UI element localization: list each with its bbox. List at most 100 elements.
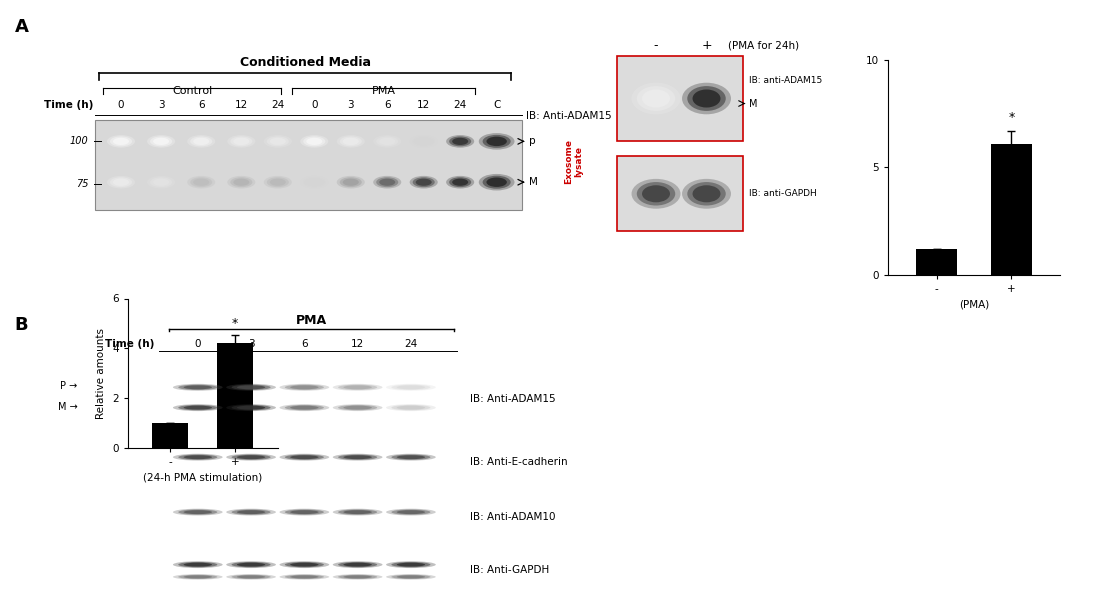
Ellipse shape (226, 404, 276, 411)
Text: Exosome
lysate: Exosome lysate (564, 139, 584, 184)
Ellipse shape (266, 136, 289, 146)
Ellipse shape (306, 179, 322, 186)
Ellipse shape (637, 182, 675, 205)
Ellipse shape (410, 135, 437, 147)
Ellipse shape (183, 456, 212, 459)
Ellipse shape (452, 138, 468, 145)
Ellipse shape (232, 562, 271, 567)
Ellipse shape (270, 138, 286, 145)
Ellipse shape (446, 135, 474, 147)
Ellipse shape (303, 177, 325, 187)
Ellipse shape (336, 176, 365, 189)
Y-axis label: Relative amounts: Relative amounts (97, 328, 107, 418)
Ellipse shape (396, 405, 425, 410)
Ellipse shape (339, 405, 377, 410)
Ellipse shape (183, 405, 212, 410)
Text: 12: 12 (234, 100, 248, 110)
Text: 24: 24 (271, 100, 284, 110)
Bar (218, 343, 253, 448)
Ellipse shape (343, 510, 372, 514)
Ellipse shape (687, 86, 726, 111)
Ellipse shape (450, 136, 472, 146)
Ellipse shape (179, 509, 218, 515)
Text: *: * (1008, 111, 1015, 124)
Text: M: M (749, 99, 758, 109)
Bar (916, 249, 957, 275)
Ellipse shape (179, 454, 218, 460)
Ellipse shape (179, 575, 218, 579)
Ellipse shape (107, 135, 135, 147)
Ellipse shape (290, 385, 319, 389)
Ellipse shape (193, 138, 210, 145)
Ellipse shape (193, 179, 210, 186)
Ellipse shape (290, 510, 319, 514)
Ellipse shape (396, 563, 425, 567)
Ellipse shape (632, 83, 680, 114)
Ellipse shape (396, 456, 425, 459)
Ellipse shape (446, 176, 474, 189)
Ellipse shape (183, 576, 212, 578)
Ellipse shape (280, 454, 330, 461)
Ellipse shape (226, 384, 276, 391)
Text: Time (h): Time (h) (44, 100, 93, 110)
Ellipse shape (230, 177, 252, 187)
Ellipse shape (386, 574, 436, 580)
Ellipse shape (300, 135, 329, 147)
Text: -: - (654, 39, 658, 53)
Ellipse shape (392, 384, 431, 390)
Ellipse shape (396, 510, 425, 514)
Ellipse shape (173, 561, 223, 568)
Text: IB: Anti-GAPDH: IB: Anti-GAPDH (470, 565, 548, 574)
Text: IB: anti-ADAM15: IB: anti-ADAM15 (749, 76, 823, 85)
Ellipse shape (478, 174, 515, 190)
Ellipse shape (280, 404, 330, 411)
Ellipse shape (682, 179, 731, 209)
Text: 0: 0 (194, 339, 201, 349)
Text: P →: P → (60, 381, 78, 391)
Ellipse shape (173, 574, 223, 580)
Ellipse shape (450, 177, 472, 187)
Ellipse shape (110, 136, 132, 146)
Ellipse shape (173, 384, 223, 391)
X-axis label: (PMA): (PMA) (959, 299, 989, 309)
Ellipse shape (183, 510, 212, 514)
Text: 100: 100 (70, 136, 88, 146)
Text: M: M (529, 177, 538, 187)
Text: 3: 3 (347, 100, 354, 110)
Ellipse shape (290, 576, 319, 578)
Ellipse shape (333, 454, 383, 461)
Ellipse shape (300, 176, 329, 189)
Ellipse shape (266, 177, 289, 187)
Text: Control: Control (172, 86, 212, 96)
Ellipse shape (642, 90, 670, 107)
Text: 0: 0 (118, 100, 124, 110)
Ellipse shape (179, 384, 218, 390)
Ellipse shape (270, 179, 286, 186)
Bar (617, 56, 744, 141)
Text: A: A (14, 18, 29, 36)
Text: Conditioned Media: Conditioned Media (240, 56, 371, 69)
Ellipse shape (415, 179, 432, 186)
Ellipse shape (343, 456, 372, 459)
Ellipse shape (290, 405, 319, 410)
Ellipse shape (290, 456, 319, 459)
Ellipse shape (642, 185, 670, 202)
Ellipse shape (478, 133, 515, 150)
Text: *: * (232, 316, 239, 330)
Text: p: p (529, 136, 536, 146)
Ellipse shape (682, 83, 731, 114)
Ellipse shape (413, 177, 435, 187)
Text: (PMA for 24h): (PMA for 24h) (728, 41, 799, 51)
Text: IB: Anti-ADAM15: IB: Anti-ADAM15 (526, 110, 612, 121)
Ellipse shape (232, 405, 271, 410)
Ellipse shape (236, 510, 265, 514)
Ellipse shape (413, 136, 435, 146)
Text: 75: 75 (75, 179, 88, 189)
Ellipse shape (343, 385, 372, 389)
Bar (617, 156, 744, 232)
Ellipse shape (303, 136, 325, 146)
Text: 12: 12 (417, 100, 431, 110)
Ellipse shape (264, 135, 292, 147)
Ellipse shape (280, 509, 330, 516)
Ellipse shape (343, 179, 359, 186)
